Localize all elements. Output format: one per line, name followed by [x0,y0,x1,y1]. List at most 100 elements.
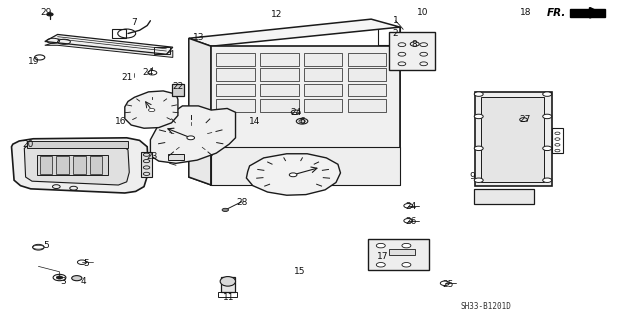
Text: E: E [138,111,141,116]
Bar [216,68,255,81]
Text: 18: 18 [520,8,532,17]
Text: 2: 2 [393,29,398,38]
Bar [56,156,69,174]
Polygon shape [12,138,148,193]
Text: 20: 20 [22,140,34,149]
Circle shape [56,276,63,279]
Polygon shape [189,38,211,185]
Text: 29: 29 [40,8,52,17]
Text: 27: 27 [519,115,531,124]
Bar [73,156,86,174]
Bar [552,128,563,153]
Text: 25: 25 [442,280,454,289]
Circle shape [543,146,552,151]
Polygon shape [189,19,400,46]
Circle shape [474,92,483,96]
Bar [260,84,298,96]
Polygon shape [246,154,340,195]
Circle shape [474,114,483,119]
Text: SH33-B1201D: SH33-B1201D [461,302,512,311]
Text: FR.: FR. [547,8,566,18]
Bar [27,141,128,148]
Bar [168,154,184,160]
Text: 12: 12 [271,10,282,19]
Circle shape [376,263,385,267]
Bar [348,84,387,96]
Text: 23: 23 [147,152,158,161]
Circle shape [148,108,155,112]
Text: 22: 22 [172,82,184,91]
Bar [348,99,387,112]
Bar [260,68,298,81]
Text: 10: 10 [417,8,428,17]
Bar [304,53,342,66]
Circle shape [402,263,411,267]
Bar [200,152,210,156]
Text: 13: 13 [193,33,204,42]
Text: 4: 4 [81,277,86,286]
Circle shape [555,144,560,146]
Circle shape [47,13,53,16]
Bar [211,46,400,185]
Circle shape [474,146,483,151]
Text: 15: 15 [294,267,305,276]
Circle shape [72,276,82,281]
Text: 3: 3 [60,277,65,286]
Circle shape [543,178,552,182]
Text: 19: 19 [28,57,39,66]
Bar [154,47,170,54]
Polygon shape [24,144,129,185]
Polygon shape [125,91,178,128]
Bar [216,53,255,66]
Bar [474,189,534,204]
Polygon shape [150,106,236,163]
Text: 26: 26 [405,217,417,226]
Bar [216,99,255,112]
Bar [172,84,184,96]
Polygon shape [45,41,173,57]
Bar [218,292,237,297]
Bar [481,97,544,182]
Text: 11: 11 [223,293,235,302]
Bar [389,32,435,70]
Bar [200,146,210,150]
Bar [200,168,210,172]
Ellipse shape [220,277,236,286]
Circle shape [555,138,560,140]
Text: 24: 24 [143,68,154,77]
Text: 7: 7 [132,18,137,27]
Circle shape [543,92,552,96]
Text: 16: 16 [115,117,126,126]
Bar [368,239,429,270]
Circle shape [222,208,228,211]
Bar [378,27,400,45]
Bar [112,29,126,38]
Bar [348,68,387,81]
Text: 14: 14 [249,117,260,126]
Text: 5: 5 [44,241,49,250]
Text: 28: 28 [236,198,248,207]
Circle shape [543,114,552,119]
Bar [200,162,210,166]
Text: 24: 24 [290,108,301,117]
Bar [37,155,108,175]
Circle shape [474,178,483,182]
Text: 8: 8 [412,40,417,48]
Bar [348,53,387,66]
Circle shape [376,243,385,248]
Text: 9: 9 [470,172,475,181]
Text: 6: 6 [300,117,305,126]
Circle shape [289,173,297,177]
Circle shape [555,149,560,152]
Circle shape [299,120,305,123]
Bar [141,152,152,177]
Bar [304,99,342,112]
Text: 24: 24 [405,202,417,211]
Text: F: F [162,104,164,109]
Bar [221,277,235,292]
Bar [260,99,298,112]
Bar [90,156,102,174]
Bar [211,147,400,185]
Text: 21: 21 [121,73,132,82]
Bar [475,92,552,186]
